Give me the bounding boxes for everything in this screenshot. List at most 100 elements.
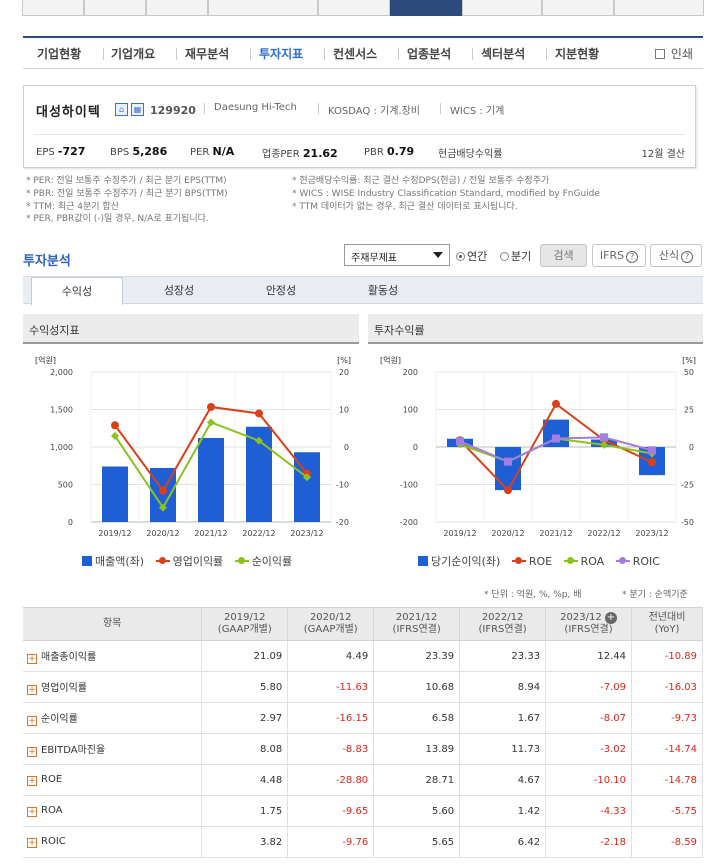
value-cell: 12.44 (545, 640, 632, 672)
value-cell: 8.08 (201, 733, 289, 765)
tab-profitability[interactable]: 수익성 (31, 277, 123, 305)
tab-stability[interactable]: 안정성 (265, 284, 297, 297)
top-tab[interactable] (614, 0, 704, 16)
row-label-cell[interactable]: + ROA (23, 795, 203, 827)
x-tick-label: 2019/12 (443, 529, 476, 538)
expand-plus-icon[interactable]: + (27, 747, 37, 757)
value-cell: -7.09 (545, 671, 632, 703)
value-cell: 4.49 (287, 640, 375, 672)
radio-quarter[interactable]: 분기 (500, 248, 531, 264)
series-point (159, 503, 167, 512)
tab-activity[interactable]: 활동성 (367, 284, 399, 297)
top-tab[interactable] (462, 0, 542, 16)
statement-select-value: 주재무제표 (351, 253, 397, 264)
expand-plus-icon[interactable]: + (27, 654, 37, 664)
submenu-item-financial-analysis[interactable]: 재무분석 (185, 47, 230, 61)
left-tick-label: 2,000 (50, 368, 73, 377)
top-tab[interactable] (208, 0, 318, 16)
value-cell: 28.71 (373, 764, 461, 796)
menu-divider (103, 48, 104, 60)
row-label: ROA (41, 805, 63, 816)
analysis-tabs: 수익성 성장성 안정성 활동성 (23, 276, 703, 305)
x-tick-label: 2022/12 (587, 529, 620, 538)
expand-plus-icon[interactable]: + (27, 838, 37, 848)
home-icon[interactable]: ⌂ (115, 103, 128, 116)
submenu-item-consensus[interactable]: 컨센서스 (333, 47, 378, 61)
row-label: 매출총이익률 (41, 652, 97, 663)
right-tick-label: 50 (684, 368, 694, 377)
menu-divider (472, 48, 473, 60)
series-point (552, 434, 560, 443)
expand-plus-icon[interactable]: + (27, 807, 37, 817)
top-tab[interactable] (318, 0, 390, 16)
top-tab[interactable] (146, 0, 208, 16)
value-cell: 23.39 (373, 640, 461, 672)
row-label-cell[interactable]: + 매출총이익률 (23, 640, 203, 672)
x-tick-label: 2020/12 (146, 529, 179, 538)
right-tick-label: 0 (344, 443, 349, 452)
radio-annual[interactable]: 연간 (456, 248, 487, 264)
row-label: ROE (41, 774, 63, 785)
submenu-item-investment-indicators[interactable]: 투자지표 (259, 47, 304, 61)
indicator-table: 항목 2019/12 (GAAP개별) 2020/12 (GAAP개별) 2021/… (23, 607, 703, 858)
building-icon[interactable]: ▦ (131, 103, 144, 116)
right-axis-unit: [%] (337, 356, 351, 365)
sub-menu: 기업현황 기업개요 재무분석 투자지표 컨센서스 업종분석 섹터분석 지분현황 … (23, 36, 703, 69)
x-tick-label: 2021/12 (539, 529, 572, 538)
value-cell: 13.89 (373, 733, 461, 765)
submenu-item-industry-analysis[interactable]: 업종분석 (407, 47, 452, 61)
expand-plus-icon[interactable]: + (27, 716, 37, 726)
value-cell: -11.63 (287, 671, 375, 703)
top-tab-active[interactable] (390, 0, 462, 16)
right-tick-label: 20 (339, 368, 349, 377)
top-tab[interactable] (542, 0, 614, 16)
menu-divider (324, 48, 325, 60)
series-point (255, 436, 263, 445)
submenu-item-company-overview[interactable]: 기업개요 (111, 47, 156, 61)
value-cell: -14.74 (631, 733, 703, 765)
row-label-cell[interactable]: + 순이익률 (23, 702, 203, 734)
row-label-cell[interactable]: + 영업이익률 (23, 671, 203, 703)
expand-plus-icon[interactable]: + (27, 685, 37, 695)
series-point (255, 409, 263, 418)
value-cell: 1.75 (201, 795, 289, 827)
series-point (111, 431, 119, 440)
table-row: + 영업이익률 5.80 -11.63 10.68 8.94 -7.09 -16.03 (23, 671, 703, 703)
value-cell: 2.97 (201, 702, 289, 734)
series-point (600, 440, 608, 449)
top-tab[interactable] (84, 0, 146, 16)
table-row: + 매출총이익률 21.09 4.49 23.39 23.33 12.44 -10.89 (23, 640, 703, 672)
submenu-item-sector-analysis[interactable]: 섹터분석 (481, 47, 526, 61)
value-cell: -16.03 (631, 671, 703, 703)
row-label-cell[interactable]: + EBITDA마진율 (23, 733, 203, 765)
right-tick-label: -20 (336, 518, 349, 527)
section-title: 투자분석 (23, 254, 71, 269)
wics-classification: WICS : 기계 (450, 106, 505, 117)
value-cell: -5.75 (631, 795, 703, 827)
table-row: + 순이익률 2.97 -16.15 6.58 1.67 -8.07 -9.73 (23, 702, 703, 734)
series-point (159, 486, 167, 495)
expand-columns-icon[interactable]: + (604, 612, 617, 624)
value-cell: 3.82 (201, 826, 289, 858)
value-cell: 11.73 (459, 733, 547, 765)
top-tab[interactable] (22, 0, 84, 16)
bar (198, 438, 224, 522)
submenu-item-company-status[interactable]: 기업현황 (37, 47, 82, 61)
submenu-item-ownership[interactable]: 지분현황 (555, 47, 600, 61)
menu-divider (250, 48, 251, 60)
value-cell: -2.18 (545, 826, 632, 858)
print-button[interactable]: 인쇄 (654, 45, 693, 62)
left-axis-unit: [억원] (35, 355, 56, 365)
settlement-month: 12월 결산 (641, 149, 685, 160)
formula-help-button[interactable]: 산식? (650, 244, 702, 267)
row-label-cell[interactable]: + ROIC (23, 826, 203, 858)
tab-growth[interactable]: 성장성 (163, 284, 195, 297)
row-label-cell[interactable]: + ROE (23, 764, 203, 796)
notes-right: * 현금배당수익률: 최근 결산 수정DPS(현금) / 전일 보통주 수정주가… (292, 175, 600, 213)
statement-select[interactable]: 주재무제표 (344, 244, 450, 266)
ifrs-help-button[interactable]: IFRS? (592, 244, 646, 267)
value-cell: -8.07 (545, 702, 632, 734)
search-button[interactable]: 검색 (540, 244, 587, 267)
expand-plus-icon[interactable]: + (27, 776, 37, 786)
left-tick-label: -100 (400, 481, 418, 490)
